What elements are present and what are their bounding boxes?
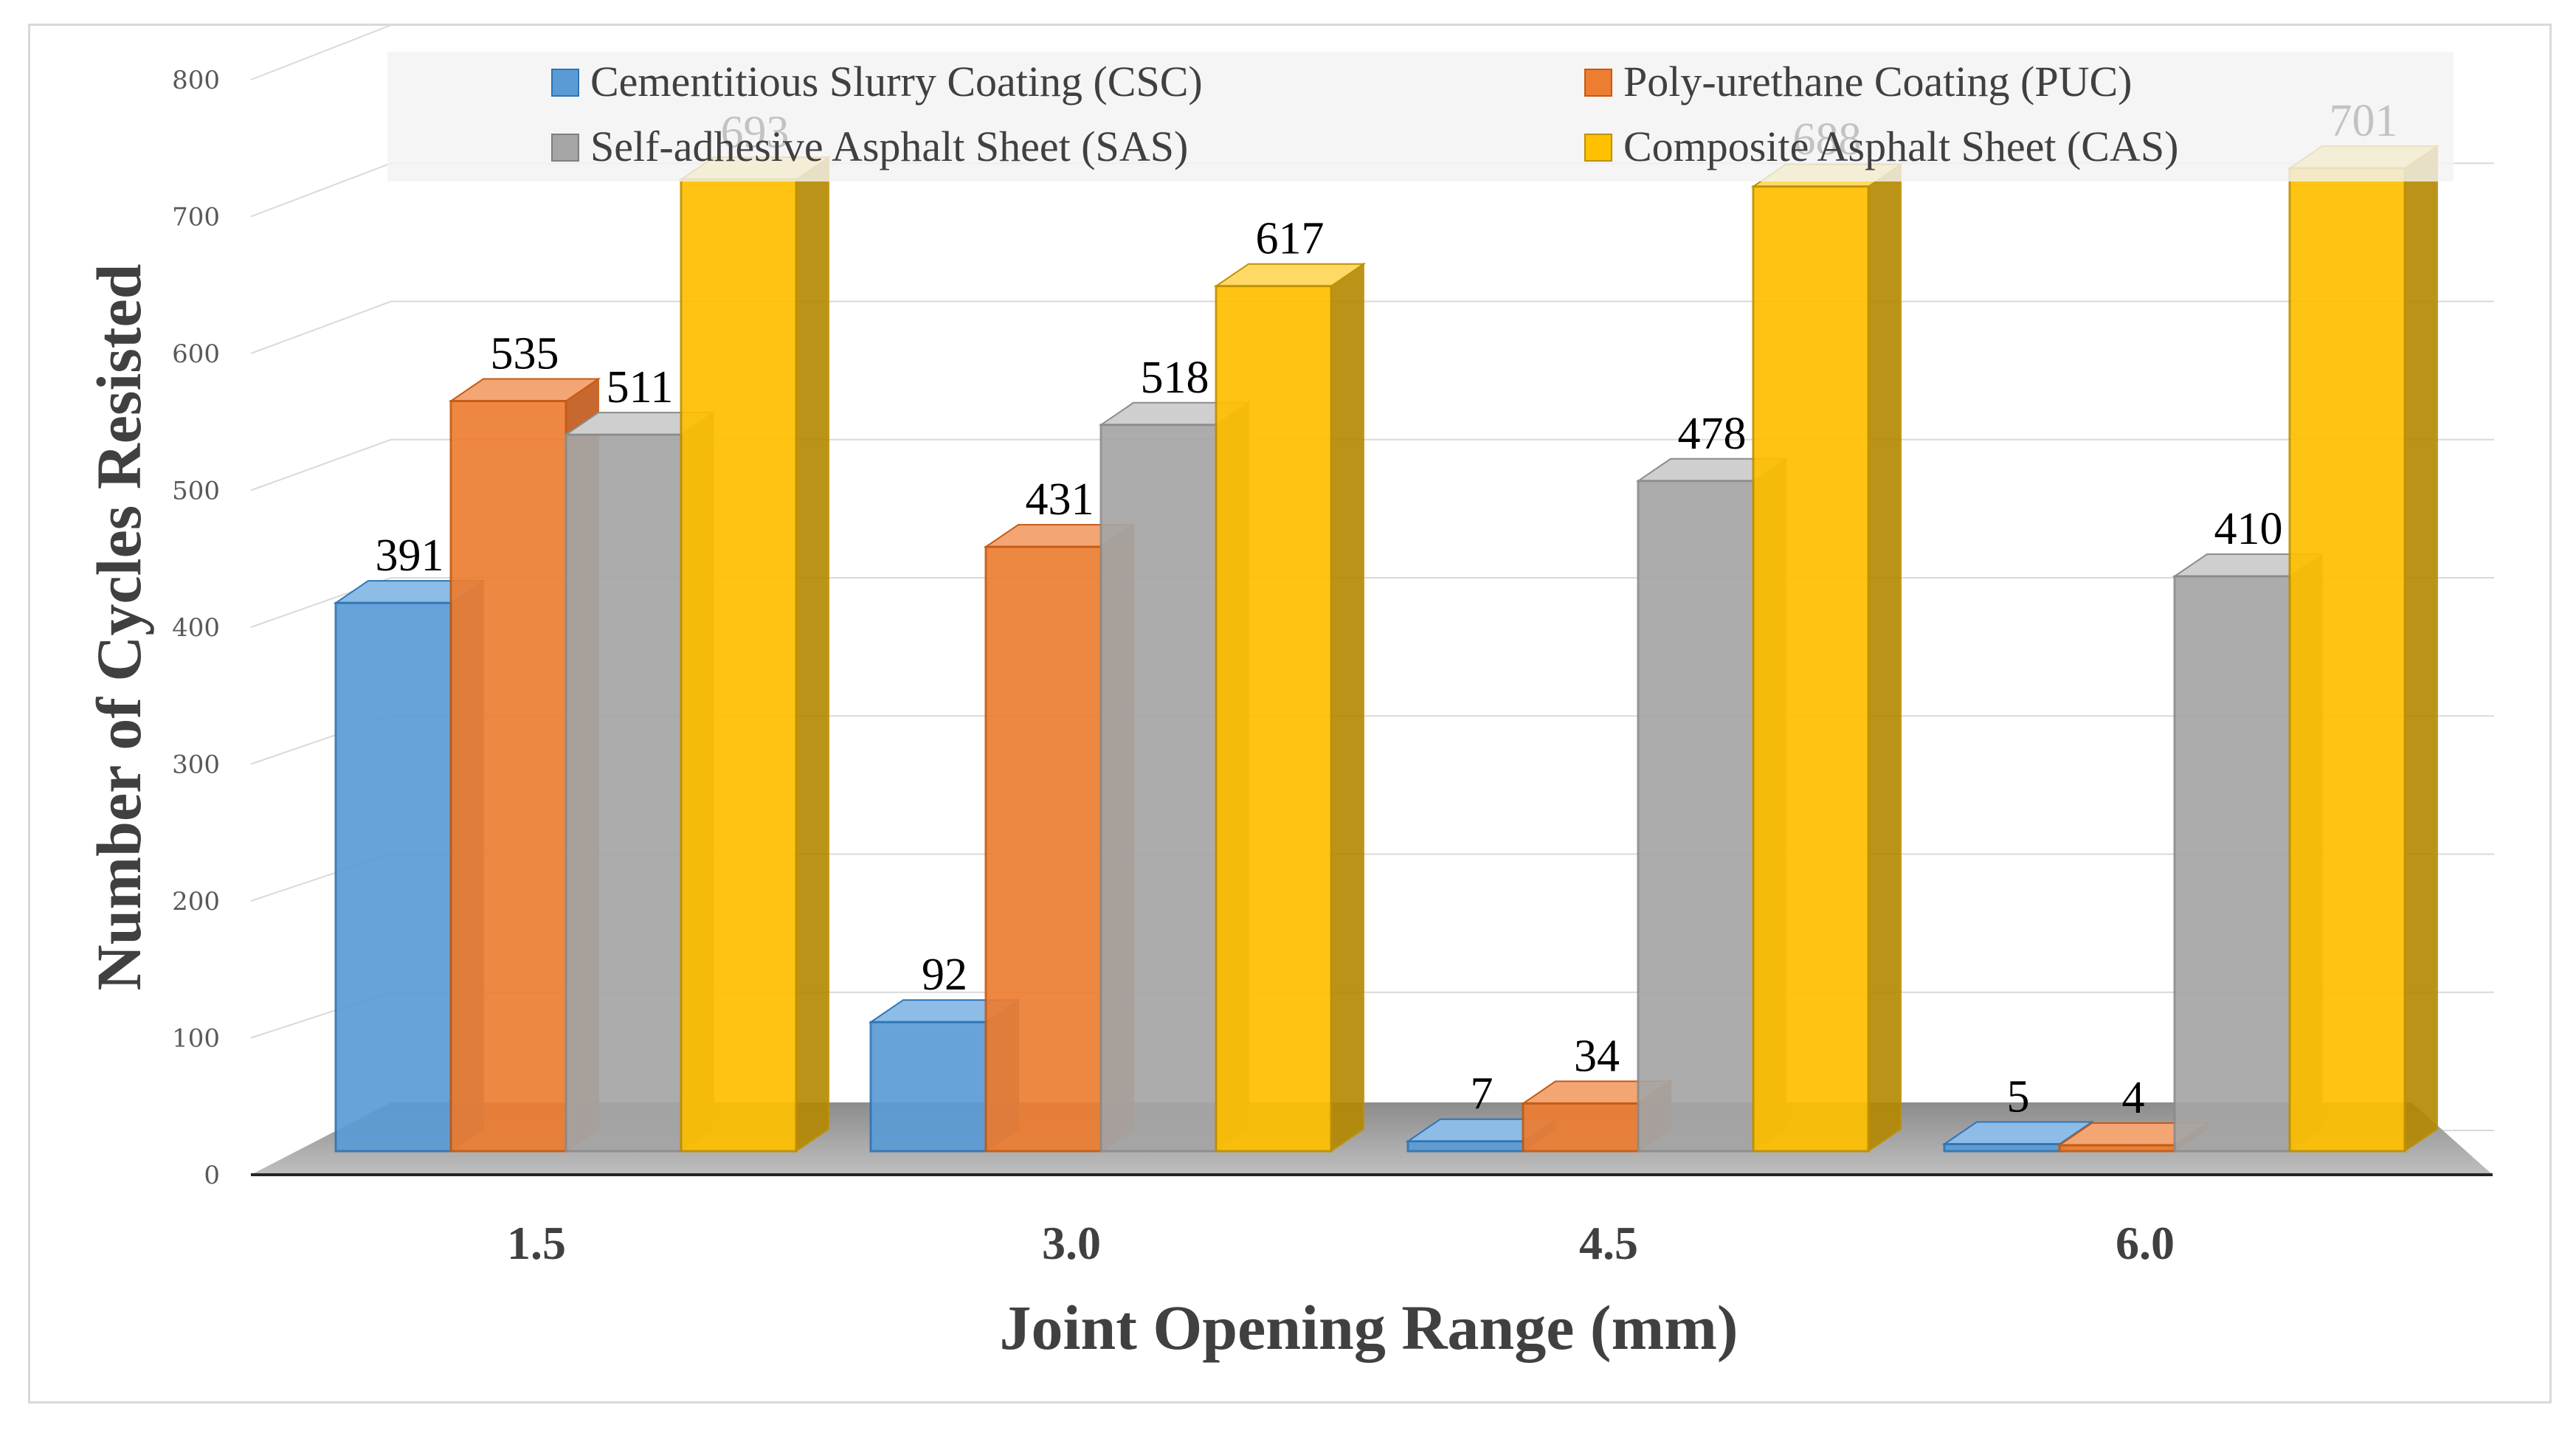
x-tick-label: 1.5 — [507, 1217, 566, 1269]
bar — [1522, 1102, 1640, 1153]
y-tick-label: 300 — [172, 750, 220, 780]
bar-side — [795, 156, 829, 1153]
legend-swatch-cas — [1584, 134, 1612, 162]
legend-swatch-sas — [551, 134, 579, 162]
bar — [1099, 424, 1218, 1153]
bar — [680, 178, 798, 1153]
y-tick-label: 400 — [172, 613, 220, 643]
bar — [564, 433, 683, 1153]
legend-swatch-csc — [551, 69, 579, 97]
data-label: 92 — [922, 950, 967, 1000]
y-tick-label: 200 — [172, 887, 220, 916]
x-axis-title: Joint Opening Range (mm) — [1000, 1292, 1738, 1363]
legend-swatch-puc — [1584, 69, 1612, 97]
gridline — [250, 24, 2494, 80]
data-label: 5 — [2007, 1072, 2030, 1122]
y-axis-title: Number of Cycles Resisted — [83, 264, 154, 991]
data-label: 34 — [1574, 1031, 1620, 1081]
bar-side — [1868, 162, 1902, 1153]
y-tick-label: 700 — [172, 203, 220, 232]
x-tick-label: 6.0 — [2116, 1217, 2175, 1269]
data-label: 4 — [2122, 1073, 2145, 1123]
y-tick-label: 800 — [172, 66, 220, 95]
data-label: 391 — [376, 531, 444, 581]
x-tick-label: 3.0 — [1042, 1217, 1101, 1269]
legend-label-csc: Cementitious Slurry Coating (CSC) — [590, 58, 1203, 106]
legend-background — [387, 52, 2454, 182]
x-tick-label: 4.5 — [1579, 1217, 1638, 1269]
data-label: 617 — [1256, 214, 1325, 264]
axes: 0 100 200 300 400 500 600 700 800 1.5 3.0 4.5 6.0 — [172, 66, 2493, 1269]
bar — [2058, 1144, 2176, 1153]
bar — [2173, 575, 2291, 1153]
bar — [1752, 185, 1870, 1153]
y-tick-label: 0 — [204, 1161, 220, 1190]
data-label: 511 — [607, 362, 674, 412]
legend-label-cas: Composite Asphalt Sheet (CAS) — [1623, 122, 2178, 170]
bars — [333, 145, 2440, 1153]
data-label: 535 — [491, 329, 559, 379]
y-tick-label: 500 — [172, 477, 220, 506]
bar — [1637, 480, 1755, 1153]
y-tick-label: 600 — [172, 339, 220, 369]
bar — [1215, 285, 1333, 1153]
data-label: 431 — [1026, 474, 1094, 525]
bar-side — [1330, 262, 1364, 1153]
legend-label-sas: Self-adhesive Asphalt Sheet (SAS) — [590, 122, 1188, 170]
data-label: 7 — [1471, 1069, 1494, 1119]
data-label: 518 — [1141, 353, 1209, 403]
legend-label-puc: Poly-urethane Coating (PUC) — [1623, 58, 2132, 106]
data-label: 410 — [2214, 504, 2283, 554]
bar — [449, 400, 567, 1153]
legend: Cementitious Slurry Coating (CSC) Poly-u… — [387, 52, 2454, 182]
bar — [984, 545, 1102, 1153]
data-label: 478 — [1678, 409, 1747, 459]
bar — [334, 601, 452, 1153]
bar-side — [2404, 145, 2438, 1153]
bar — [2288, 167, 2406, 1153]
gridline — [250, 300, 2494, 354]
bar — [1406, 1140, 1524, 1153]
bar — [1943, 1143, 2061, 1153]
bar — [869, 1021, 987, 1153]
y-tick-label: 100 — [172, 1024, 220, 1054]
